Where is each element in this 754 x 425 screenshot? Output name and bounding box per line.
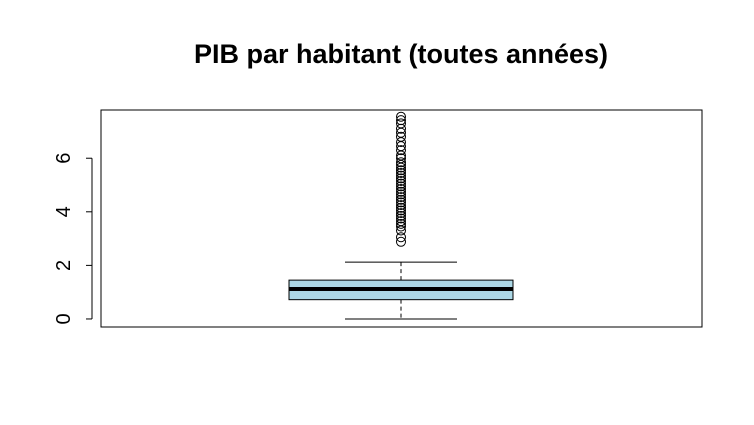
outlier-point: [396, 194, 406, 205]
y-tick-label: 2: [53, 260, 75, 271]
outlier-point: [396, 184, 406, 195]
outlier-points: [396, 111, 406, 247]
outlier-point: [396, 181, 406, 192]
outlier-point: [396, 218, 406, 229]
outlier-point: [396, 178, 406, 189]
outlier-point: [396, 153, 406, 164]
plot-frame: [100, 109, 703, 328]
outlier-point: [396, 216, 406, 227]
outlier-point: [396, 167, 406, 178]
outlier-point: [396, 202, 406, 213]
outlier-point: [396, 170, 406, 181]
outlier-point: [396, 145, 406, 156]
y-tick-label: 0: [53, 313, 75, 324]
outlier-point: [396, 165, 406, 176]
outlier-point: [396, 210, 406, 221]
y-tick-label: 4: [53, 206, 75, 217]
outlier-point: [396, 189, 406, 200]
outlier-point: [396, 192, 406, 203]
outlier-point: [396, 236, 406, 247]
y-axis: 0 2 4 6: [53, 153, 92, 325]
outlier-point: [396, 186, 406, 197]
outlier-point: [396, 173, 406, 184]
outlier-point: [396, 221, 406, 232]
boxplot: [288, 261, 514, 320]
outlier-point: [396, 175, 406, 186]
outlier-point: [396, 118, 406, 129]
outlier-point: [396, 115, 406, 126]
outlier-point: [396, 205, 406, 216]
outlier-point: [396, 232, 406, 243]
outlier-point: [396, 197, 406, 208]
chart-title: PIB par habitant (toutes années): [194, 39, 608, 69]
outlier-point: [396, 131, 406, 142]
outlier-point: [396, 213, 406, 224]
outlier-point: [396, 208, 406, 219]
y-tick-label: 6: [53, 153, 75, 164]
outlier-point: [396, 111, 406, 122]
outlier-point: [396, 200, 406, 211]
outlier-point: [396, 157, 406, 168]
